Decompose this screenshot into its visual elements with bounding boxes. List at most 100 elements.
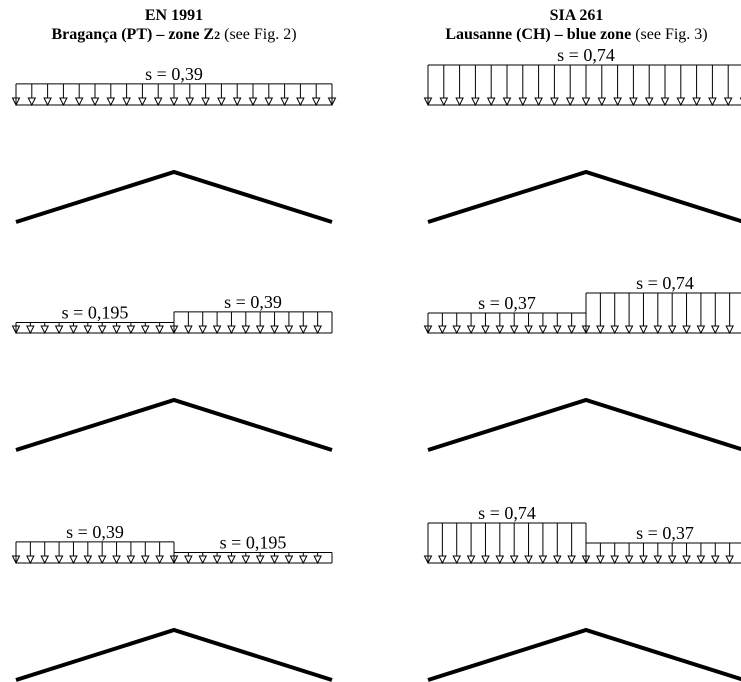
load-arrow-head xyxy=(567,555,576,565)
load-arrow-head xyxy=(280,97,289,107)
load-arrow-head xyxy=(667,325,677,335)
load-arrow-head xyxy=(227,325,236,335)
load-arrow-head xyxy=(438,555,447,565)
load-arrow-head xyxy=(217,97,226,107)
load-arrow-head xyxy=(212,555,222,565)
load-arrow-head xyxy=(565,97,575,107)
load-arrow-head xyxy=(298,555,308,565)
load-arrow-head xyxy=(59,97,68,107)
load-arrow-head xyxy=(126,555,136,565)
load-value-label: s = 0,37 xyxy=(636,523,694,543)
load-arrow-head xyxy=(552,555,562,565)
load-value-label: s = 0,74 xyxy=(636,273,694,293)
load-arrow-head xyxy=(596,325,605,335)
load-arrow-head xyxy=(455,97,464,107)
load-arrow-head xyxy=(97,325,107,335)
load-value-label: s = 0,39 xyxy=(66,522,124,542)
load-arrow-head xyxy=(155,555,164,565)
load-arrow-head xyxy=(74,97,84,107)
load-arrow-head xyxy=(471,97,480,107)
load-arrow-head xyxy=(597,97,607,107)
load-arrow-head xyxy=(241,325,251,335)
load-arrow-head xyxy=(255,325,265,335)
load-arrow-head xyxy=(524,555,533,565)
load-arrow-head xyxy=(185,97,195,107)
load-arrow-head xyxy=(83,325,93,335)
load-arrow-head xyxy=(184,555,193,565)
column-header-right: SIA 261 Lausanne (CH) – blue zone (see F… xyxy=(412,6,741,44)
load-arrow-head xyxy=(538,325,548,335)
load-arrow-head xyxy=(43,97,52,107)
roof-outline xyxy=(15,627,333,682)
load-arrow-head xyxy=(138,97,147,107)
load-arrow-head xyxy=(140,555,150,565)
zone-left: zone Z xyxy=(168,26,215,43)
load-arrow-head xyxy=(90,97,100,107)
load-arrow-head xyxy=(509,555,519,565)
load-arrow-head xyxy=(438,325,447,335)
column-header-left: EN 1991 Bragança (PT) – zone Z2 (see Fig… xyxy=(0,6,348,45)
load-arrow-head xyxy=(201,97,210,107)
load-arrow-head xyxy=(106,97,116,107)
load-arrow-head xyxy=(69,555,78,565)
load-arrow-head xyxy=(644,97,654,107)
load-value-label: s = 0,37 xyxy=(478,293,536,313)
load-arrow-head xyxy=(725,555,734,565)
load-arrow-head xyxy=(169,97,179,107)
load-value-label: s = 0,195 xyxy=(62,302,129,322)
load-arrow-head xyxy=(682,555,691,565)
load-arrow-head xyxy=(284,555,294,565)
load-arrow-head xyxy=(518,97,528,107)
load-arrow-head xyxy=(639,555,648,565)
load-arrow-head xyxy=(610,325,620,335)
location-line-right: Lausanne (CH) – blue zone (see Fig. 3) xyxy=(412,25,741,44)
load-arrow-head xyxy=(550,97,559,107)
load-arrow-head xyxy=(284,325,294,335)
load-arrow-head xyxy=(495,555,505,565)
load-arrow-head xyxy=(653,325,663,335)
load-arrow-head xyxy=(696,555,706,565)
load-arrow-head xyxy=(452,325,462,335)
load-arrow-head xyxy=(538,555,548,565)
load-arrow-head xyxy=(682,325,691,335)
load-arrow-head xyxy=(26,555,35,565)
load-arrow-head xyxy=(126,325,136,335)
load-arrow-head xyxy=(502,97,512,107)
load-arrow-head xyxy=(629,97,638,107)
load-arrow-head xyxy=(567,325,576,335)
load-arrow-head xyxy=(481,325,490,335)
load-arrow-head xyxy=(639,325,648,335)
zone-subscript-left: 2 xyxy=(214,28,221,42)
load-arrow-head xyxy=(155,325,164,335)
load-arrow-head xyxy=(264,97,274,107)
load-arrow-head xyxy=(112,325,121,335)
load-arrow-head xyxy=(232,97,242,107)
load-arrow-head xyxy=(54,325,64,335)
load-arrow-head xyxy=(725,325,734,335)
roof-outline xyxy=(15,169,333,224)
load-arrow-head xyxy=(581,97,591,107)
load-arrow-head xyxy=(610,555,620,565)
roof-outline xyxy=(15,397,333,452)
load-arrow-head xyxy=(596,555,605,565)
standard-title-right: SIA 261 xyxy=(549,7,604,24)
load-arrow-head xyxy=(26,325,35,335)
load-arrow-head xyxy=(270,325,279,335)
load-arrow-head xyxy=(676,97,686,107)
roof-outline xyxy=(427,397,741,452)
load-arrow-head xyxy=(298,325,308,335)
load-arrow-head xyxy=(311,97,321,107)
load-arrow-head xyxy=(495,325,505,335)
load-arrow-head xyxy=(140,325,150,335)
load-arrow-head xyxy=(624,555,634,565)
roof-outline xyxy=(427,627,741,682)
load-arrow-head xyxy=(241,555,251,565)
load-arrow-head xyxy=(198,325,208,335)
load-arrow-head xyxy=(313,325,322,335)
load-arrow-head xyxy=(667,555,677,565)
load-value-label: s = 0,74 xyxy=(478,503,536,523)
load-arrow-head xyxy=(708,97,717,107)
load-arrow-head xyxy=(198,555,208,565)
load-arrow-head xyxy=(534,97,543,107)
